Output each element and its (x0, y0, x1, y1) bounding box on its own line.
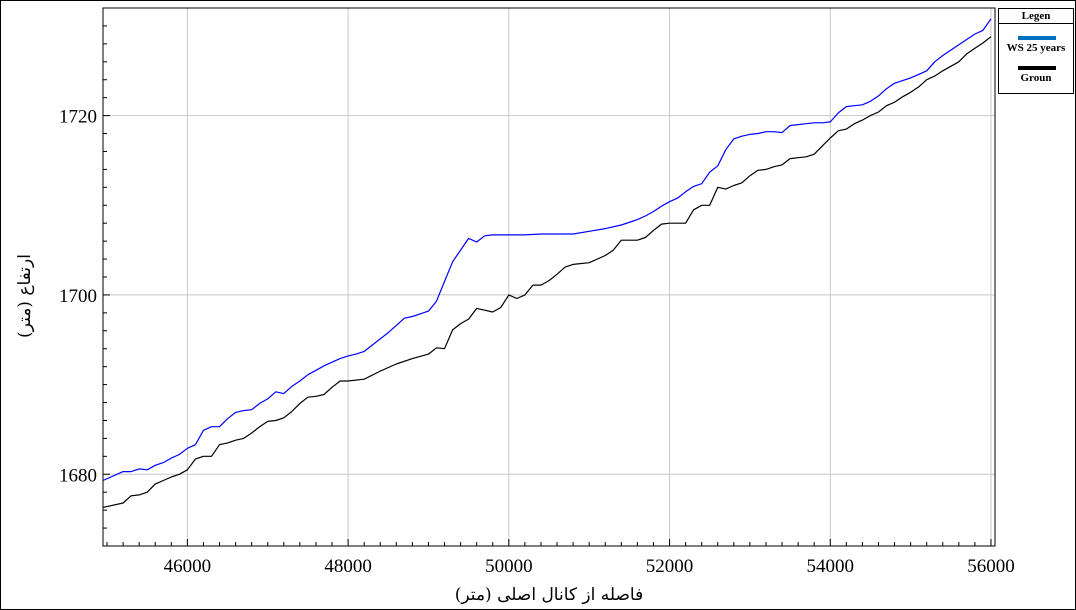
series-line-ws-25-years (102, 18, 992, 482)
series-lines (102, 18, 992, 508)
legend-item-ws-25-years: WS 25 years (999, 24, 1073, 54)
x-tick-label: 52000 (646, 556, 694, 577)
legend-swatch-groun (1018, 66, 1056, 70)
minor-ticks (103, 7, 992, 547)
legend-title: Legen (999, 9, 1073, 24)
legend-swatch-ws-25-years (1018, 36, 1056, 40)
y-tick-label: 1700 (59, 286, 97, 307)
y-tick-label: 1680 (59, 465, 97, 486)
plot-area-border (102, 7, 996, 547)
tick-labels: 46000 48000 50000 52000 54000 56000 1680 1700 17… (59, 107, 1015, 577)
plot-axes (102, 7, 996, 547)
legend: Legen WS 25 years Groun (998, 8, 1074, 94)
legend-item-groun: Groun (999, 54, 1073, 84)
x-tick-label: 54000 (807, 556, 855, 577)
grid-lines (103, 8, 995, 546)
x-tick-label: 46000 (164, 556, 212, 577)
x-tick-label: 48000 (324, 556, 372, 577)
legend-label-groun: Groun (1020, 72, 1052, 84)
series-line-groun (102, 36, 992, 508)
x-tick-label: 56000 (967, 556, 1015, 577)
x-tick-label: 50000 (485, 556, 533, 577)
y-axis-title: ارتفاع (متر) (15, 254, 35, 338)
legend-label-ws-25-years: WS 25 years (1006, 42, 1066, 54)
y-tick-label: 1720 (59, 107, 97, 128)
x-axis-title: فاصله از کانال اصلی (متر) (455, 585, 643, 605)
